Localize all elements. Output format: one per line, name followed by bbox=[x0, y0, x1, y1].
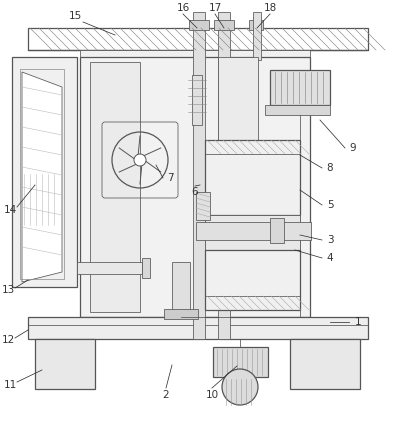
Bar bbox=[214, 20, 234, 30]
Text: 7: 7 bbox=[167, 173, 173, 183]
Bar bbox=[270, 218, 284, 243]
Bar bbox=[28, 317, 368, 339]
Text: 14: 14 bbox=[4, 205, 17, 215]
Bar bbox=[28, 28, 368, 50]
Bar bbox=[205, 250, 300, 310]
Bar bbox=[192, 75, 202, 125]
Bar bbox=[213, 347, 268, 377]
Text: 11: 11 bbox=[4, 380, 17, 390]
Bar bbox=[189, 20, 209, 30]
Bar bbox=[265, 105, 330, 115]
Bar bbox=[270, 70, 330, 105]
Text: 12: 12 bbox=[1, 335, 15, 345]
Text: 4: 4 bbox=[327, 253, 333, 263]
Bar bbox=[196, 192, 210, 220]
Text: 13: 13 bbox=[1, 285, 15, 295]
Bar bbox=[80, 50, 310, 57]
Text: 9: 9 bbox=[350, 143, 356, 153]
Text: 17: 17 bbox=[208, 3, 222, 13]
Text: 3: 3 bbox=[327, 235, 333, 245]
Text: 10: 10 bbox=[206, 390, 219, 400]
Text: 6: 6 bbox=[192, 187, 198, 197]
Bar bbox=[218, 12, 230, 339]
Text: 2: 2 bbox=[163, 390, 169, 400]
Bar bbox=[196, 222, 311, 240]
Text: 1: 1 bbox=[355, 317, 361, 327]
Bar bbox=[90, 62, 140, 312]
Bar bbox=[77, 262, 142, 274]
Bar bbox=[12, 57, 77, 287]
Bar bbox=[80, 57, 310, 317]
Bar bbox=[172, 262, 190, 317]
Text: 18: 18 bbox=[263, 3, 277, 13]
Circle shape bbox=[222, 369, 258, 405]
Bar bbox=[35, 339, 95, 389]
Bar bbox=[218, 57, 258, 277]
Text: 5: 5 bbox=[327, 200, 333, 210]
Text: 15: 15 bbox=[69, 11, 82, 21]
Bar bbox=[142, 258, 150, 278]
Bar bbox=[249, 20, 263, 30]
Text: 16: 16 bbox=[176, 3, 190, 13]
Bar bbox=[164, 309, 198, 319]
Bar bbox=[205, 140, 300, 215]
Polygon shape bbox=[22, 72, 62, 282]
Bar bbox=[205, 215, 300, 250]
Bar bbox=[253, 12, 261, 60]
Bar bbox=[20, 69, 64, 279]
Text: 8: 8 bbox=[327, 163, 333, 173]
Bar bbox=[193, 12, 205, 339]
Bar bbox=[23, 172, 61, 227]
Bar bbox=[290, 339, 360, 389]
Circle shape bbox=[134, 154, 146, 166]
